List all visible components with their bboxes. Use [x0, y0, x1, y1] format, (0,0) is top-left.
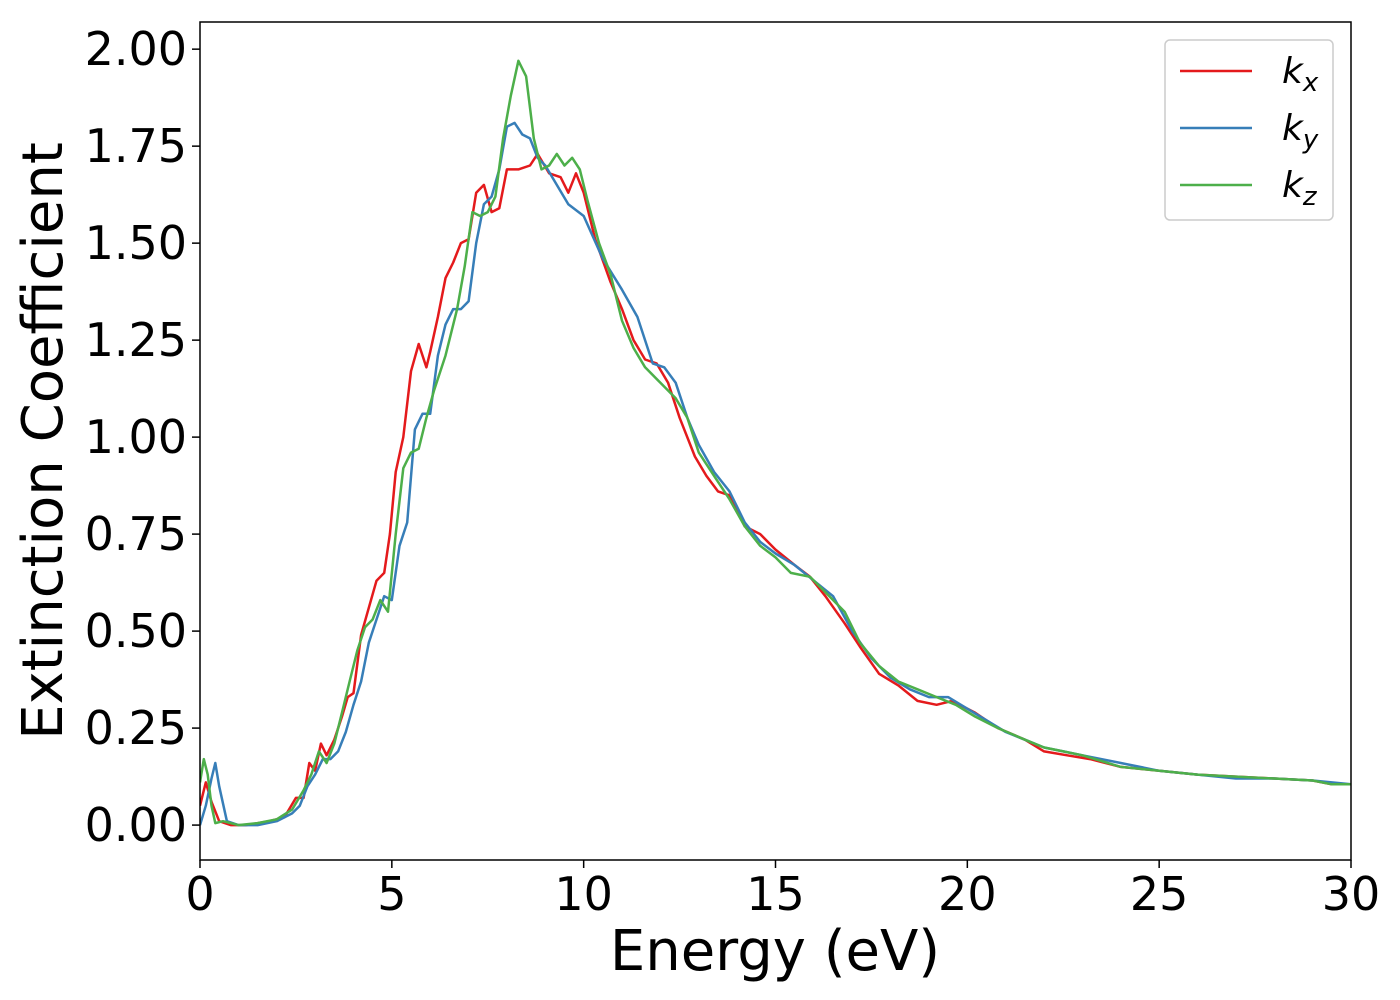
x-tick-label: 5 [377, 867, 406, 921]
legend-label-ky: ky [1282, 108, 1319, 155]
y-tick-label: 0.50 [85, 604, 187, 658]
legend-label-kx: kx [1282, 51, 1319, 98]
y-tick-label: 1.50 [85, 216, 187, 270]
series-layer [200, 59, 1351, 827]
y-tick-label: 1.25 [85, 313, 187, 367]
y-tick-label: 1.75 [85, 119, 187, 173]
y-tick-label: 0.75 [85, 507, 187, 561]
x-tick-label: 10 [554, 867, 613, 921]
legend: kx ky kz [1164, 39, 1334, 221]
series-line-ky [200, 121, 1351, 827]
x-axis: 0 5 10 15 20 25 30 [185, 860, 1380, 921]
y-axis-title: Extinction Coefficient [11, 142, 76, 740]
x-axis-title: Energy (eV) [610, 919, 940, 984]
y-tick-label: 0.00 [85, 798, 187, 852]
y-tick-label: 0.25 [85, 701, 187, 755]
x-tick-label: 15 [746, 867, 805, 921]
series-line-kx [200, 152, 1351, 827]
legend-box [1164, 39, 1334, 221]
x-tick-label: 20 [938, 867, 997, 921]
legend-label-kz: kz [1282, 165, 1318, 212]
y-tick-label: 1.00 [85, 410, 187, 464]
y-axis: 0.00 0.25 0.50 0.75 1.00 1.25 1.50 1.75 2.00 [85, 22, 200, 852]
x-tick-label: 30 [1322, 867, 1381, 921]
series-line-kz [200, 59, 1351, 827]
x-tick-label: 25 [1130, 867, 1189, 921]
y-tick-label: 2.00 [85, 22, 187, 76]
x-tick-label: 0 [185, 867, 214, 921]
